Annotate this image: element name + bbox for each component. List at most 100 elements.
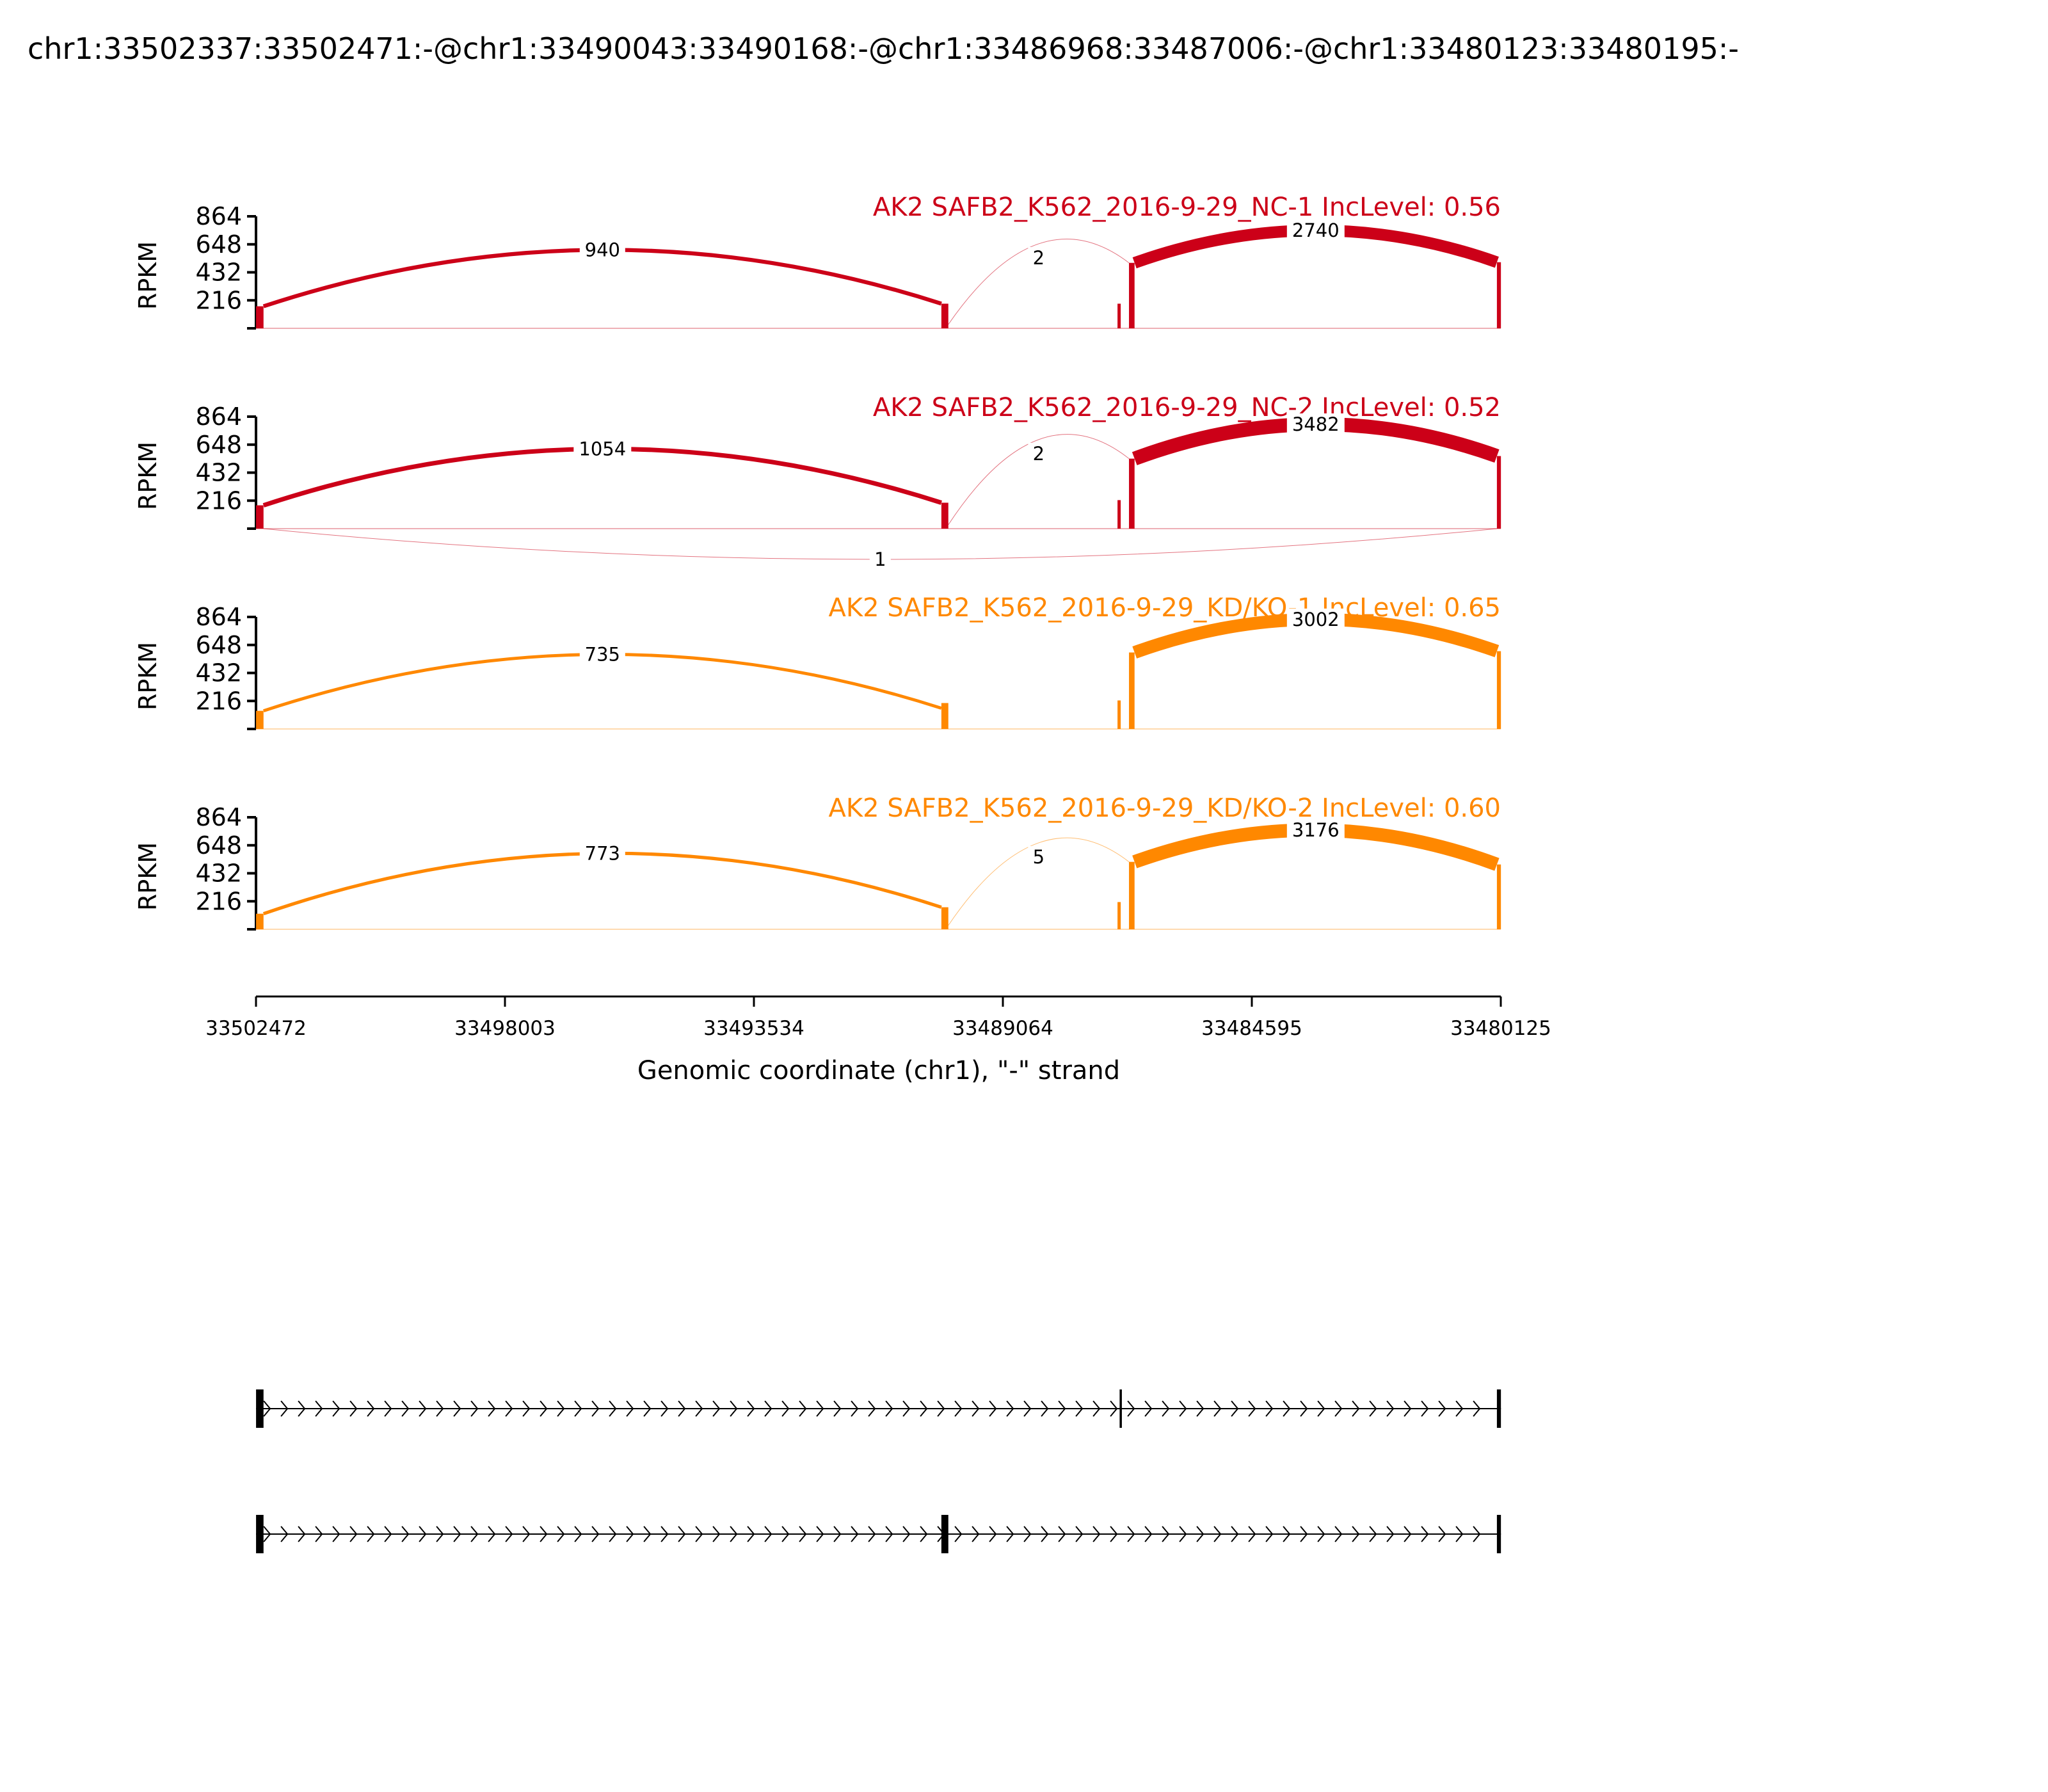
- isoform-exon: [256, 1515, 264, 1553]
- x-axis: 33502472 33498003 33493534 33489064 33484595…: [205, 995, 1551, 1040]
- strand-arrow: [453, 1400, 461, 1417]
- strand-arrow: [1317, 1400, 1325, 1417]
- exon-coverage: [1129, 861, 1135, 929]
- x-tick-label: 33484595: [1201, 1017, 1302, 1040]
- exon-coverage: [941, 303, 948, 328]
- junction-label-box: [579, 643, 625, 666]
- strand-arrow: [263, 1400, 271, 1417]
- strand-arrow: [540, 1400, 548, 1417]
- strand-arrow: [557, 1526, 565, 1542]
- strand-arrow: [522, 1400, 531, 1417]
- strand-arrow: [937, 1400, 945, 1417]
- isoform-exon: [1119, 1389, 1122, 1428]
- strand-arrow: [1473, 1526, 1481, 1542]
- exon-coverage: [256, 913, 264, 929]
- strand-arrow: [1179, 1526, 1187, 1542]
- strand-arrow: [488, 1400, 496, 1417]
- y-tick-label: 216: [195, 887, 242, 915]
- y-tick-label: 216: [195, 486, 242, 515]
- strand-arrow: [488, 1526, 496, 1542]
- strand-arrow: [816, 1400, 824, 1417]
- junction-label-box: [1028, 246, 1050, 269]
- strand-arrow: [591, 1526, 600, 1542]
- strand-arrow: [1196, 1526, 1204, 1542]
- strand-arrow: [1248, 1526, 1256, 1542]
- junction-count-label: 773: [585, 842, 620, 864]
- strand-arrow: [1162, 1526, 1170, 1542]
- strand-arrow: [470, 1400, 479, 1417]
- strand-arrow: [885, 1400, 893, 1417]
- junction-label-box: [1286, 608, 1345, 630]
- x-tick-label: 33493534: [703, 1017, 804, 1040]
- strand-arrow: [263, 1526, 271, 1542]
- panel-title: AK2 SAFB2_K562_2016-9-29_NC-2 IncLevel: …: [873, 393, 1501, 422]
- junction-count-label: 735: [585, 643, 620, 665]
- strand-arrow: [868, 1526, 876, 1542]
- strand-arrow: [1231, 1526, 1239, 1542]
- y-tick-label: 432: [195, 459, 242, 487]
- strand-arrow: [1179, 1400, 1187, 1417]
- strand-arrow: [280, 1526, 289, 1542]
- strand-arrow: [902, 1400, 911, 1417]
- strand-arrow: [1473, 1400, 1481, 1417]
- isoform-track: [256, 1515, 1501, 1553]
- strand-arrow: [678, 1526, 686, 1542]
- strand-arrow: [660, 1400, 669, 1417]
- strand-arrow: [1317, 1526, 1325, 1542]
- exon-coverage: [1129, 652, 1135, 729]
- strand-arrow: [419, 1400, 427, 1417]
- strand-arrow: [505, 1526, 513, 1542]
- junction-count-label: 940: [585, 239, 620, 260]
- strand-arrow: [1334, 1400, 1343, 1417]
- strand-arrow: [1075, 1526, 1084, 1542]
- exon-coverage: [941, 502, 948, 529]
- strand-arrow: [851, 1526, 859, 1542]
- isoform-tracks: [256, 1389, 1501, 1553]
- junction-arc: [948, 837, 1130, 926]
- y-axis-label: RPKM: [134, 642, 162, 710]
- strand-arrow: [332, 1400, 340, 1417]
- junction-count-label: 3002: [1292, 609, 1340, 630]
- strand-arrow: [1265, 1400, 1274, 1417]
- strand-arrow: [1283, 1526, 1291, 1542]
- strand-arrow: [1213, 1400, 1222, 1417]
- strand-arrow: [1127, 1400, 1135, 1417]
- strand-arrow: [591, 1400, 600, 1417]
- strand-arrow: [280, 1400, 289, 1417]
- strand-arrow: [851, 1400, 859, 1417]
- strand-arrow: [712, 1400, 721, 1417]
- junction-arc: [948, 239, 1130, 325]
- strand-arrow: [626, 1526, 634, 1542]
- isoform-exon: [941, 1515, 948, 1553]
- strand-arrow: [1369, 1400, 1377, 1417]
- figure-title: chr1:33502337:33502471:-@chr1:33490043:3…: [28, 31, 1739, 66]
- strand-arrow: [1110, 1400, 1118, 1417]
- junction-label-box: [1286, 413, 1345, 435]
- x-axis-label: Genomic coordinate (chr1), "-" strand: [637, 1056, 1120, 1085]
- strand-arrow: [747, 1526, 755, 1542]
- strand-arrow: [764, 1526, 772, 1542]
- strand-arrow: [1196, 1400, 1204, 1417]
- exon-coverage: [256, 505, 264, 529]
- y-tick-label: 432: [195, 860, 242, 888]
- strand-arrow: [1023, 1400, 1032, 1417]
- strand-arrow: [747, 1400, 755, 1417]
- y-tick-label: 864: [195, 403, 242, 431]
- strand-arrow: [315, 1526, 323, 1542]
- strand-arrow: [332, 1526, 340, 1542]
- strand-arrow: [1421, 1400, 1429, 1417]
- strand-arrow: [1058, 1526, 1066, 1542]
- strand-arrow: [436, 1526, 444, 1542]
- strand-arrow: [1300, 1400, 1308, 1417]
- strand-arrow: [384, 1526, 392, 1542]
- strand-arrow: [626, 1400, 634, 1417]
- strand-arrow: [349, 1526, 358, 1542]
- strand-arrow: [678, 1400, 686, 1417]
- strand-arrow: [1041, 1400, 1049, 1417]
- panel-title: AK2 SAFB2_K562_2016-9-29_KD/KO-1 IncLeve…: [829, 593, 1501, 623]
- x-tick-label: 33489064: [952, 1017, 1053, 1040]
- strand-arrow: [1092, 1400, 1101, 1417]
- exon-coverage: [1117, 303, 1121, 328]
- strand-arrow: [298, 1400, 306, 1417]
